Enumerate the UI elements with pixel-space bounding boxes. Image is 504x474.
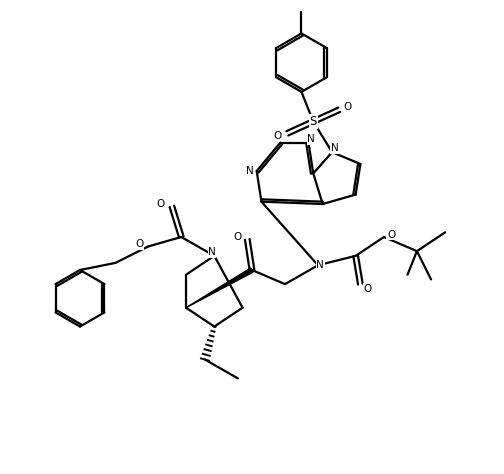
Text: O: O — [363, 284, 371, 294]
Text: N: N — [307, 134, 315, 144]
Text: N: N — [317, 260, 324, 270]
Text: O: O — [387, 229, 395, 240]
Text: N: N — [208, 247, 216, 257]
Text: N: N — [246, 166, 254, 176]
Text: O: O — [344, 102, 352, 112]
Text: O: O — [234, 232, 242, 242]
Text: S: S — [309, 115, 317, 128]
Text: O: O — [136, 239, 144, 249]
Text: N: N — [331, 144, 338, 154]
Polygon shape — [186, 268, 253, 308]
Text: O: O — [274, 131, 282, 141]
Text: O: O — [156, 199, 164, 209]
